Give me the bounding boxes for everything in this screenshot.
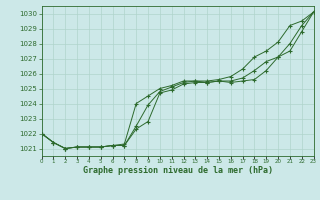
X-axis label: Graphe pression niveau de la mer (hPa): Graphe pression niveau de la mer (hPa)	[83, 166, 273, 175]
